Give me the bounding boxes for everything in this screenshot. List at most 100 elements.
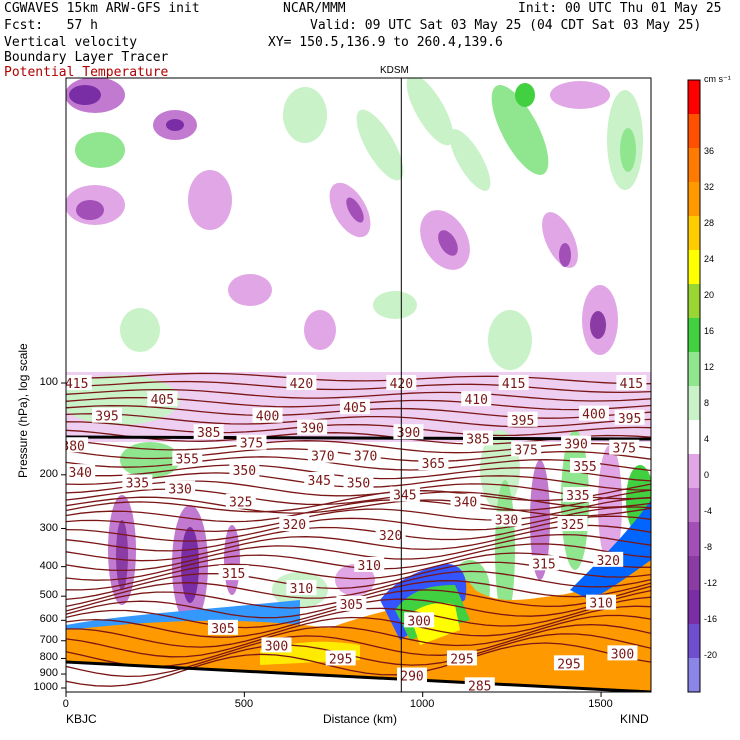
theta-label-bg (586, 594, 617, 610)
theta-contour-line (66, 480, 651, 500)
theta-contour-line (66, 614, 651, 658)
theta-label-bg (193, 424, 224, 440)
theta-label-bg (462, 430, 493, 446)
theta-contour-line (66, 497, 651, 533)
theta-label-bg (350, 447, 381, 463)
colorbar-swatch (688, 488, 700, 523)
wv-downdraft-core (438, 230, 458, 256)
wv-updraft (356, 109, 404, 181)
theta-contour-line (66, 488, 651, 508)
theta-label: 300 (265, 639, 288, 654)
theta-label: 345 (308, 474, 331, 489)
right-endpoint-label: KIND (620, 712, 649, 726)
wv-updraft (120, 308, 160, 352)
theta-label-bg (607, 645, 638, 661)
theta-label: 305 (211, 622, 234, 637)
colorbar-swatch (688, 250, 700, 285)
boundary-layer-tracer (66, 540, 651, 692)
theta-label-bg (66, 464, 96, 480)
theta-label-bg (66, 375, 92, 390)
theta-label-bg (511, 441, 542, 457)
colorbar-units: cm s⁻¹ (704, 74, 731, 84)
theta-label-bg (165, 480, 196, 496)
theta-contour-line (66, 642, 651, 687)
theta-contour-line (66, 421, 651, 437)
wv-updraft (488, 310, 532, 370)
left-endpoint-label: KBJC (66, 712, 97, 726)
theta-label: 285 (468, 679, 491, 694)
theta-contour-line (66, 605, 651, 648)
theta-label-bg (446, 650, 477, 666)
theta-label-bg (553, 655, 584, 671)
theta-label-bg (236, 434, 267, 450)
theta-label: 375 (240, 437, 263, 452)
theta-label-bg (297, 419, 328, 435)
theta-label-bg (225, 493, 256, 509)
colorbar-swatch (688, 284, 700, 319)
theta-label: 350 (347, 477, 370, 492)
field-boundary-layer-tracer: Boundary Layer Tracer (4, 50, 169, 65)
theta-contour-line (66, 388, 651, 402)
wv-downdraft (228, 274, 272, 306)
y-tick-label: 600 (39, 613, 58, 626)
theta-label: 400 (582, 408, 605, 423)
theta-contour-line (66, 439, 651, 454)
theta-label-bg (92, 407, 123, 423)
theta-contour-line (66, 515, 651, 552)
theta-label: 390 (564, 438, 587, 453)
x-tick-label: 0 (62, 698, 69, 710)
colorbar-swatch (688, 80, 700, 115)
y-tick-label: 1000 (33, 681, 58, 693)
theta-label: 390 (300, 422, 323, 437)
theta-label-bg (307, 447, 338, 463)
theta-contour-line (66, 570, 651, 608)
theta-label: 370 (311, 450, 334, 465)
colorbar-tick-label: -4 (704, 506, 713, 516)
wv-downdraft-core (166, 119, 184, 131)
wv-updraft (406, 78, 454, 146)
theta-label-bg (578, 405, 609, 421)
colorbar-swatch (688, 318, 700, 353)
theta-label: 295 (329, 652, 352, 667)
colorbar-tick-label: 32 (704, 182, 715, 192)
theta-label: 315 (222, 567, 245, 582)
theta-label-bg (562, 487, 593, 503)
theta-label-bg (229, 462, 260, 478)
tropopause-line (66, 435, 651, 441)
theta-label-bg (616, 375, 647, 390)
theta-label-bg (557, 516, 588, 532)
theta-label-bg (354, 556, 385, 572)
wv-downdraft-core (116, 520, 128, 590)
theta-contour-line (66, 372, 651, 385)
wv-updraft (75, 132, 125, 168)
plot-frame (65, 77, 652, 693)
theta-label: 340 (69, 466, 92, 481)
colorbar-swatch (688, 114, 700, 149)
theta-label: 290 (400, 670, 423, 685)
theta-label: 355 (176, 453, 199, 468)
colorbar-tick-label: -20 (704, 650, 718, 660)
theta-label-bg (418, 455, 449, 471)
colorbar-tick-label: 16 (704, 326, 715, 336)
theta-label: 320 (596, 554, 619, 569)
theta-label-bg (404, 612, 435, 628)
wv-downdraft-core (69, 85, 101, 105)
wv-downdraft-core (559, 243, 571, 267)
field-vertical-velocity: Vertical velocity (4, 35, 138, 50)
theta-label-bg (286, 375, 317, 390)
init-time: Init: 00 UTC Thu 01 May 25 (518, 1, 722, 16)
colorbar-tick-label: 36 (704, 146, 715, 156)
theta-label: 320 (283, 518, 306, 533)
theta-label: 350 (233, 464, 256, 479)
theta-label-bg (261, 637, 292, 653)
station-label: KDSM (380, 65, 409, 76)
theta-label: 330 (495, 513, 518, 528)
theta-label-bg (507, 411, 538, 427)
theta-label: 325 (561, 518, 584, 533)
wv-downdraft-core (76, 200, 104, 220)
theta-label-bg (122, 474, 153, 490)
theta-label-bg (147, 391, 178, 407)
y-tick-label: 700 (39, 633, 58, 646)
valid-time: Valid: 09 UTC Sat 03 May 25 (04 CDT Sat … (310, 18, 702, 33)
